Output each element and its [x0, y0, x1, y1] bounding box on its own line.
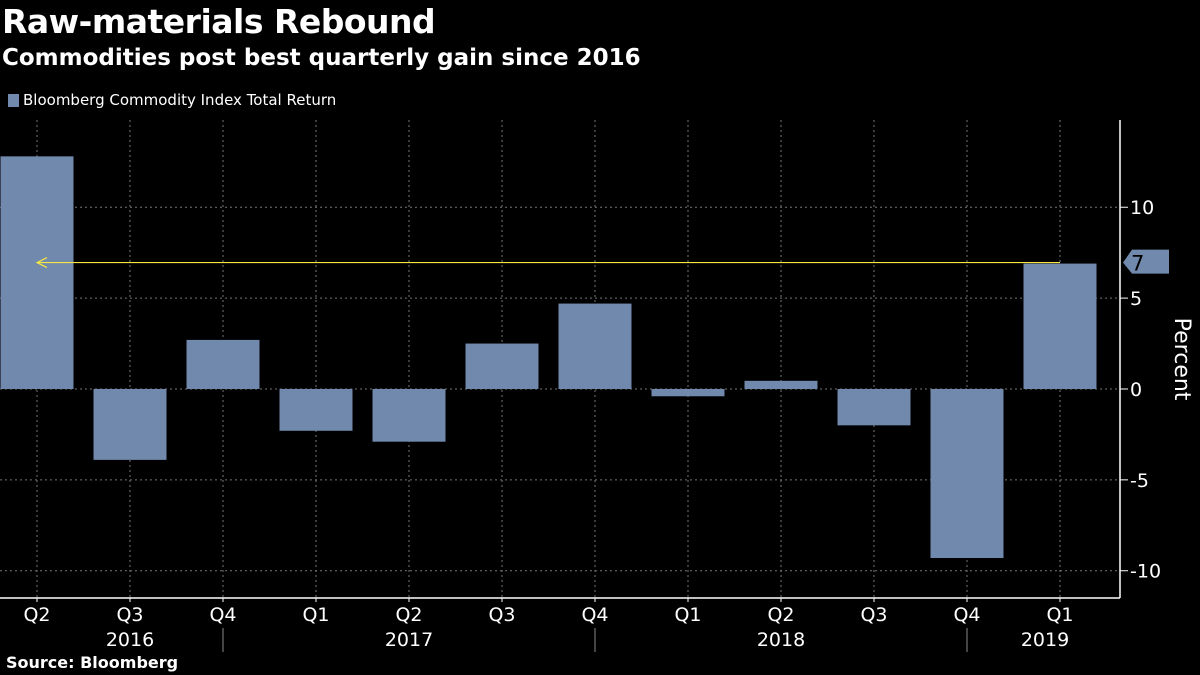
annotation-arrowhead: [35, 257, 48, 269]
bar: [465, 343, 539, 389]
chart-subtitle: Commodities post best quarterly gain sin…: [2, 45, 641, 71]
legend: Bloomberg Commodity Index Total Return: [8, 91, 336, 109]
year-label: 2018: [757, 629, 805, 651]
y-tick-label: 5: [1130, 288, 1142, 310]
bar: [558, 303, 632, 389]
legend-swatch: [8, 93, 19, 107]
y-tick-label: -5: [1130, 470, 1149, 492]
x-tick-label: Q3: [488, 604, 515, 626]
x-tick-label: Q1: [302, 604, 329, 626]
annotation-label: 7: [1131, 252, 1144, 276]
x-tick-label: Q2: [23, 604, 50, 626]
x-tick-label: Q3: [860, 604, 887, 626]
year-label: 2019: [1021, 629, 1069, 651]
legend-label: Bloomberg Commodity Index Total Return: [23, 91, 337, 109]
year-label: 2017: [385, 629, 433, 651]
x-tick-label: Q1: [1046, 604, 1073, 626]
bar: [744, 380, 818, 389]
bar: [93, 388, 167, 460]
chart-title: Raw-materials Rebound: [2, 2, 436, 41]
x-tick-label: Q4: [209, 604, 236, 626]
bar: [1023, 263, 1097, 389]
y-axis-label: Percent: [1169, 318, 1194, 401]
bar: [372, 388, 446, 442]
year-label: 2016: [106, 629, 154, 651]
x-tick-label: Q4: [581, 604, 608, 626]
y-tick-label: -10: [1130, 561, 1161, 583]
x-tick-label: Q2: [395, 604, 422, 626]
bar: [279, 388, 353, 431]
y-tick-label: 10: [1130, 197, 1154, 219]
y-tick-label: 0: [1130, 379, 1142, 401]
bar: [930, 388, 1004, 559]
bar: [651, 388, 725, 397]
bar: [0, 156, 74, 389]
annotation-label-box: [1123, 249, 1169, 274]
source-note: Source: Bloomberg: [6, 653, 179, 672]
x-tick-label: Q2: [767, 604, 794, 626]
x-tick-label: Q4: [953, 604, 980, 626]
x-tick-label: Q1: [674, 604, 701, 626]
bar: [186, 339, 260, 389]
x-tick-label: Q3: [116, 604, 143, 626]
bar: [837, 388, 911, 426]
